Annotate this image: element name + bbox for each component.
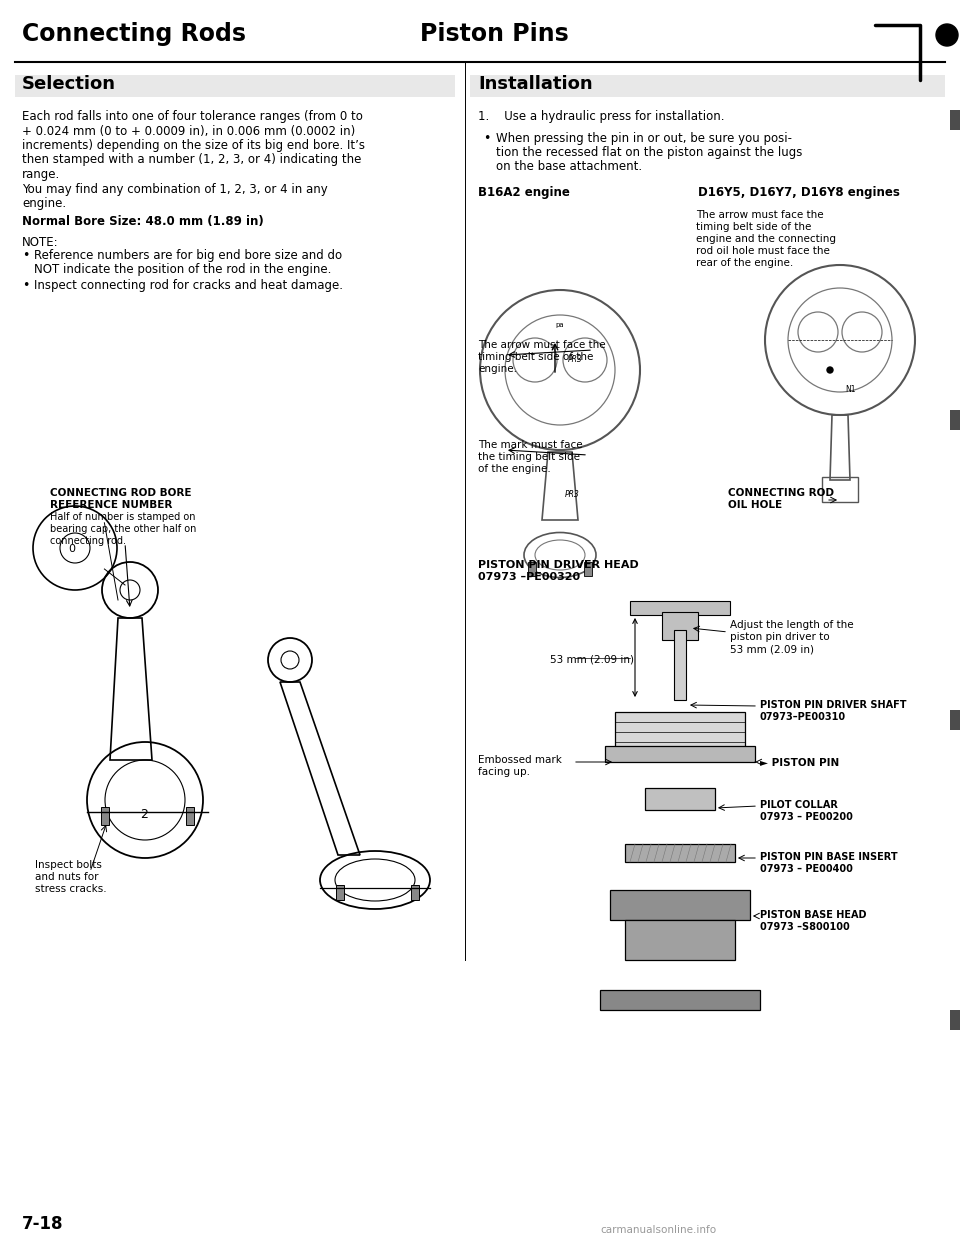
Text: NOTE:: NOTE: <box>22 236 59 248</box>
Text: 7-18: 7-18 <box>22 1215 63 1233</box>
Text: carmanualsonline.info: carmanualsonline.info <box>600 1225 716 1235</box>
Text: Installation: Installation <box>478 75 592 93</box>
Text: the timing belt side: the timing belt side <box>478 452 580 462</box>
Text: of the engine.: of the engine. <box>478 465 551 474</box>
Text: OIL HOLE: OIL HOLE <box>728 501 782 510</box>
Text: engine.: engine. <box>22 197 66 210</box>
Circle shape <box>827 366 833 373</box>
Text: facing up.: facing up. <box>478 768 530 777</box>
Text: piston pin driver to: piston pin driver to <box>730 632 829 642</box>
Text: •: • <box>483 132 491 145</box>
Text: Selection: Selection <box>22 75 116 93</box>
Bar <box>470 75 945 97</box>
Text: timing belt side of the: timing belt side of the <box>478 351 593 361</box>
Text: 07973 – PE00400: 07973 – PE00400 <box>760 864 852 874</box>
Bar <box>822 477 858 502</box>
Text: PILOT COLLAR: PILOT COLLAR <box>760 800 838 810</box>
Text: Inspect bolts: Inspect bolts <box>35 859 102 869</box>
Bar <box>584 561 592 576</box>
Text: CONNECTING ROD: CONNECTING ROD <box>728 488 834 498</box>
Text: 0: 0 <box>68 544 76 554</box>
Text: When pressing the pin in or out, be sure you posi-: When pressing the pin in or out, be sure… <box>496 132 792 145</box>
Bar <box>950 1010 960 1030</box>
Text: REFERENCE NUMBER: REFERENCE NUMBER <box>50 501 173 510</box>
Text: PISTON BASE HEAD: PISTON BASE HEAD <box>760 910 867 920</box>
Text: PR3: PR3 <box>565 491 580 499</box>
Text: rod oil hole must face the: rod oil hole must face the <box>696 246 829 256</box>
Text: ► PISTON PIN: ► PISTON PIN <box>760 758 839 768</box>
Bar <box>950 111 960 130</box>
Text: •: • <box>22 250 30 262</box>
Bar <box>950 710 960 730</box>
Bar <box>605 746 755 763</box>
Text: CONNECTING ROD BORE: CONNECTING ROD BORE <box>50 488 191 498</box>
Text: PR3: PR3 <box>568 355 583 364</box>
Text: N1: N1 <box>845 385 855 394</box>
Text: D16Y5, D16Y7, D16Y8 engines: D16Y5, D16Y7, D16Y8 engines <box>698 186 900 199</box>
Text: and nuts for: and nuts for <box>35 872 99 882</box>
Text: Each rod falls into one of four tolerance ranges (from 0 to: Each rod falls into one of four toleranc… <box>22 111 363 123</box>
Text: on the base attachment.: on the base attachment. <box>496 160 642 173</box>
Text: 07973 –PE00320: 07973 –PE00320 <box>478 573 580 582</box>
Text: pa: pa <box>555 322 564 328</box>
Text: PISTON PIN DRIVER HEAD: PISTON PIN DRIVER HEAD <box>478 560 638 570</box>
Text: range.: range. <box>22 168 60 181</box>
Text: 07973 – PE00200: 07973 – PE00200 <box>760 812 852 822</box>
Bar <box>528 561 536 576</box>
Bar <box>645 787 715 810</box>
Text: The mark must face: The mark must face <box>478 440 583 450</box>
Text: The arrow must face the: The arrow must face the <box>478 340 606 350</box>
Bar <box>336 886 344 900</box>
Text: + 0.024 mm (0 to + 0.0009 in), in 0.006 mm (0.0002 in): + 0.024 mm (0 to + 0.0009 in), in 0.006 … <box>22 124 355 138</box>
Text: PISTON PIN BASE INSERT: PISTON PIN BASE INSERT <box>760 852 898 862</box>
Text: 07973–PE00310: 07973–PE00310 <box>760 712 846 722</box>
Text: 1.    Use a hydraulic press for installation.: 1. Use a hydraulic press for installatio… <box>478 111 725 123</box>
Bar <box>625 920 735 960</box>
Text: Embossed mark: Embossed mark <box>478 755 562 765</box>
Text: timing belt side of the: timing belt side of the <box>696 222 811 232</box>
Text: Inspect connecting rod for cracks and heat damage.: Inspect connecting rod for cracks and he… <box>34 279 343 293</box>
Text: •: • <box>22 279 30 293</box>
Text: then stamped with a number (1, 2, 3, or 4) indicating the: then stamped with a number (1, 2, 3, or … <box>22 154 361 166</box>
Text: Half of number is stamped on: Half of number is stamped on <box>50 512 196 522</box>
Bar <box>674 630 686 700</box>
Text: bearing cap, the other half on: bearing cap, the other half on <box>50 524 197 534</box>
Bar <box>186 807 194 825</box>
Text: Normal Bore Size: 48.0 mm (1.89 in): Normal Bore Size: 48.0 mm (1.89 in) <box>22 216 264 229</box>
Text: B16A2 engine: B16A2 engine <box>478 186 570 199</box>
Bar <box>411 886 419 900</box>
Bar <box>101 807 109 825</box>
Text: 53 mm (2.09 in): 53 mm (2.09 in) <box>730 645 814 655</box>
Text: Piston Pins: Piston Pins <box>420 22 568 46</box>
Bar <box>630 601 730 615</box>
Bar <box>625 845 735 862</box>
Circle shape <box>936 24 958 46</box>
Text: PISTON PIN DRIVER SHAFT: PISTON PIN DRIVER SHAFT <box>760 700 906 710</box>
Bar <box>662 612 698 640</box>
Bar <box>950 410 960 430</box>
Bar <box>600 990 760 1010</box>
Text: You may find any combination of 1, 2, 3, or 4 in any: You may find any combination of 1, 2, 3,… <box>22 183 327 195</box>
Text: Reference numbers are for big end bore size and do: Reference numbers are for big end bore s… <box>34 250 342 262</box>
Text: engine and the connecting: engine and the connecting <box>696 233 836 243</box>
Text: tion the recessed flat on the piston against the lugs: tion the recessed flat on the piston aga… <box>496 147 803 159</box>
Text: 07973 –S800100: 07973 –S800100 <box>760 922 850 932</box>
Text: engine.: engine. <box>478 364 517 374</box>
Text: connecting rod.: connecting rod. <box>50 537 126 546</box>
Bar <box>615 712 745 748</box>
Text: The arrow must face the: The arrow must face the <box>696 210 824 220</box>
Text: Connecting Rods: Connecting Rods <box>22 22 246 46</box>
Text: rear of the engine.: rear of the engine. <box>696 258 793 268</box>
Text: NOT indicate the position of the rod in the engine.: NOT indicate the position of the rod in … <box>34 263 331 277</box>
Bar <box>15 75 455 97</box>
Text: 2: 2 <box>140 809 148 821</box>
Bar <box>610 891 750 920</box>
Text: Adjust the length of the: Adjust the length of the <box>730 620 853 630</box>
Text: increments) depending on the size of its big end bore. It’s: increments) depending on the size of its… <box>22 139 365 152</box>
Text: 53 mm (2.09 in): 53 mm (2.09 in) <box>550 655 634 664</box>
Text: stress cracks.: stress cracks. <box>35 884 107 894</box>
